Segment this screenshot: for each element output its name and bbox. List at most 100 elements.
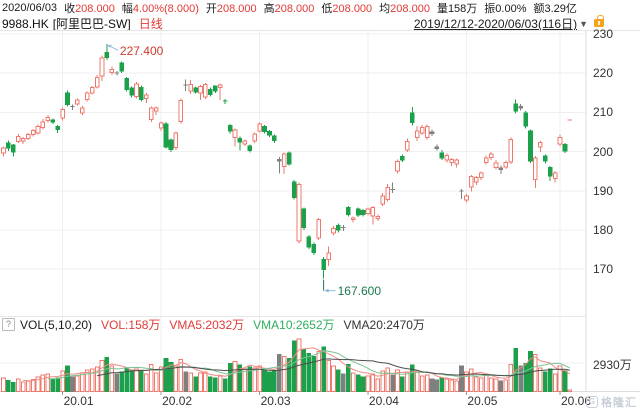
candle	[257, 122, 262, 133]
candle	[498, 165, 504, 174]
candle	[217, 83, 223, 101]
volume-bar	[503, 379, 509, 392]
candle	[99, 55, 105, 82]
volume-bar	[80, 372, 85, 392]
volume-bar	[454, 380, 459, 393]
help-icon[interactable]: ?	[2, 318, 15, 331]
volume-bar	[375, 378, 381, 393]
volume-bar	[129, 369, 134, 392]
volume-bar	[257, 365, 262, 393]
candle	[237, 136, 243, 151]
unlock-icon[interactable]	[594, 14, 604, 27]
volume-bar	[109, 365, 115, 393]
volume-bar	[119, 371, 125, 393]
volume-bar	[424, 374, 430, 393]
candle	[232, 128, 238, 147]
candle	[84, 91, 90, 102]
candle	[533, 155, 538, 189]
candle	[542, 154, 548, 164]
volume-indicator-legend: ? VOL(5,10,20) VOL:158万 VMA5:2032万 VMA10:2…	[2, 317, 434, 332]
volume-bar	[70, 376, 75, 392]
symbol-bar: 9988.HK [阿里巴巴-SW] 日线 2019/12/12-2020/06/…	[0, 14, 640, 31]
time-axis-label: 20.06	[561, 394, 592, 408]
volume-bar	[247, 366, 253, 392]
volume-bar	[464, 371, 469, 393]
volume-bar	[11, 381, 16, 393]
quote-field: 幅4.00%(8.000)	[121, 3, 199, 15]
volume-bar	[316, 351, 321, 392]
period-label[interactable]: 日线	[138, 17, 163, 31]
quote-field: 均208.000	[379, 3, 430, 15]
volume-bar	[40, 374, 46, 393]
date-range-link[interactable]: 2019/12/12-2020/06/03(116日)	[413, 17, 578, 31]
volume-bar	[414, 370, 420, 392]
volume-bar	[380, 370, 386, 392]
quote-summary-bar: 2020/06/03 收208.000 幅4.00%(8.000) 开208.000…	[2, 1, 638, 15]
candle	[444, 153, 450, 163]
volume-bar	[232, 360, 238, 392]
volume-bar	[281, 355, 287, 393]
candle	[25, 132, 31, 141]
quote-field: 收208.000	[64, 3, 115, 15]
volume-bar	[567, 389, 573, 392]
volume-bar	[434, 379, 440, 392]
candle	[419, 124, 425, 136]
quote-field: 振0.00%	[484, 3, 527, 15]
chevron-down-icon[interactable]: ▼	[579, 18, 588, 29]
candle	[459, 189, 464, 200]
volume-bar	[370, 373, 376, 392]
candle	[350, 216, 356, 223]
candle	[89, 86, 95, 95]
volume-bar	[469, 368, 474, 393]
candle	[163, 122, 169, 149]
time-axis-label: 20.04	[368, 394, 399, 408]
indicator-title: VOL(5,10,20)	[20, 317, 93, 332]
volume-bar	[444, 378, 450, 393]
volume-bar	[326, 359, 331, 392]
candle	[414, 126, 420, 142]
quote-field: 量158万	[436, 3, 478, 15]
candle	[20, 137, 26, 145]
volume-bar	[193, 376, 198, 392]
volume-bar	[336, 369, 341, 392]
candle	[562, 142, 568, 154]
candle	[508, 137, 514, 164]
candle	[30, 128, 36, 137]
volume-bar	[400, 376, 405, 392]
volume-bar	[286, 357, 292, 392]
candle	[183, 79, 188, 92]
volume-bar	[158, 366, 164, 392]
candle	[557, 134, 563, 147]
candle	[395, 159, 400, 174]
candle	[94, 75, 100, 89]
candle	[35, 124, 41, 135]
symbol-label: 9988.HK	[2, 16, 49, 31]
volume-bar	[533, 354, 538, 392]
volume-bar	[144, 373, 149, 392]
candle	[104, 44, 110, 60]
volume-bar	[35, 376, 41, 392]
low-price-annotation: 167.600	[337, 283, 382, 298]
candle	[538, 141, 543, 152]
quote-field: 开208.000	[205, 3, 257, 15]
candle	[518, 103, 523, 111]
candle	[208, 87, 213, 97]
volume-bar	[508, 363, 514, 392]
candle	[124, 77, 129, 92]
volume-bar	[449, 379, 454, 392]
candle	[439, 150, 445, 160]
indicator-item: VMA5:2032万	[169, 318, 245, 332]
volume-bar	[45, 373, 51, 392]
candle	[65, 90, 70, 107]
high-price-annotation: 227.400	[119, 44, 164, 59]
indicator-item: VMA10:2652万	[253, 318, 335, 332]
price-axis-label: 210	[593, 105, 614, 120]
volume-bar	[222, 378, 228, 393]
candle	[60, 107, 65, 121]
price-axis-label: 170	[593, 262, 614, 277]
candle	[148, 106, 154, 122]
volume-bar	[459, 365, 464, 393]
candle	[483, 155, 489, 165]
candle	[252, 132, 257, 143]
